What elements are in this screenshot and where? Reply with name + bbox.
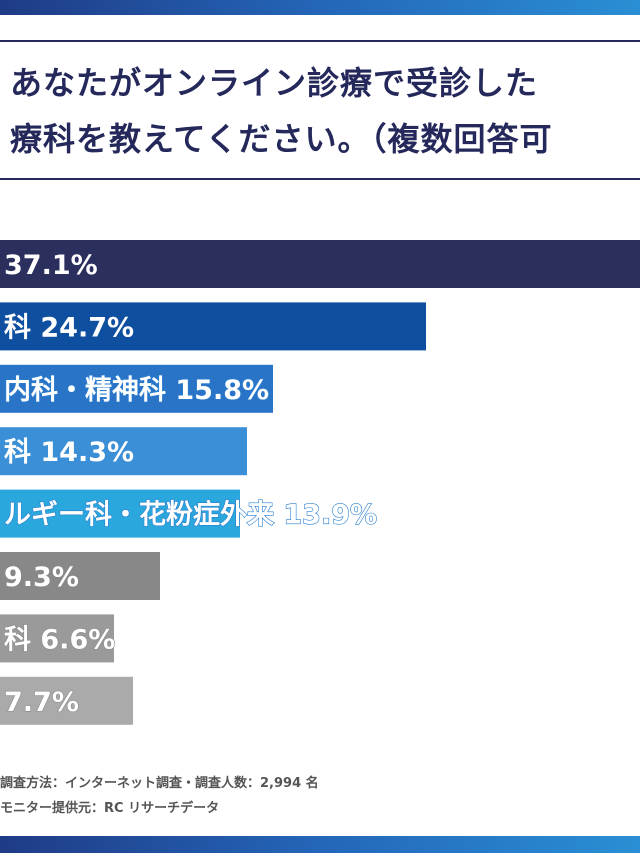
bar-4 xyxy=(0,489,240,538)
bar-3 xyxy=(0,427,247,476)
chart-title-line-2: 療科を教えてください。（複数回答可 xyxy=(10,120,553,158)
chart-title-line-1: あなたがオンライン診療で受診した xyxy=(10,64,539,102)
bar-label-1: 科 24.7% xyxy=(4,312,134,343)
top-accent-band xyxy=(0,0,640,15)
bar-6 xyxy=(0,614,114,663)
bar-label-3: 科 14.3% xyxy=(4,437,134,468)
bar-5 xyxy=(0,552,160,600)
survey-method-note: 調査方法：インターネット調査・調査人数：2,994 名 xyxy=(0,776,319,791)
bar-label-0: 37.1% xyxy=(4,250,98,281)
bar-0 xyxy=(0,240,640,288)
bar-label-4: ルギー科・花粉症外来 13.9% xyxy=(4,500,377,531)
bar-label-6: 科 6.6% xyxy=(4,624,115,655)
bottom-accent-band xyxy=(0,836,640,853)
bar-label-7: 7.7% xyxy=(4,687,79,718)
data-source-note: モニター提供元：RC リサーチデータ xyxy=(0,801,220,816)
bar-7 xyxy=(0,676,133,725)
bar-label-5: 9.3% xyxy=(4,562,79,593)
bar-2 xyxy=(0,364,273,413)
bar-label-2: 内科・精神科 15.8% xyxy=(4,375,269,406)
bar-1 xyxy=(0,302,426,351)
title-box xyxy=(0,40,640,180)
